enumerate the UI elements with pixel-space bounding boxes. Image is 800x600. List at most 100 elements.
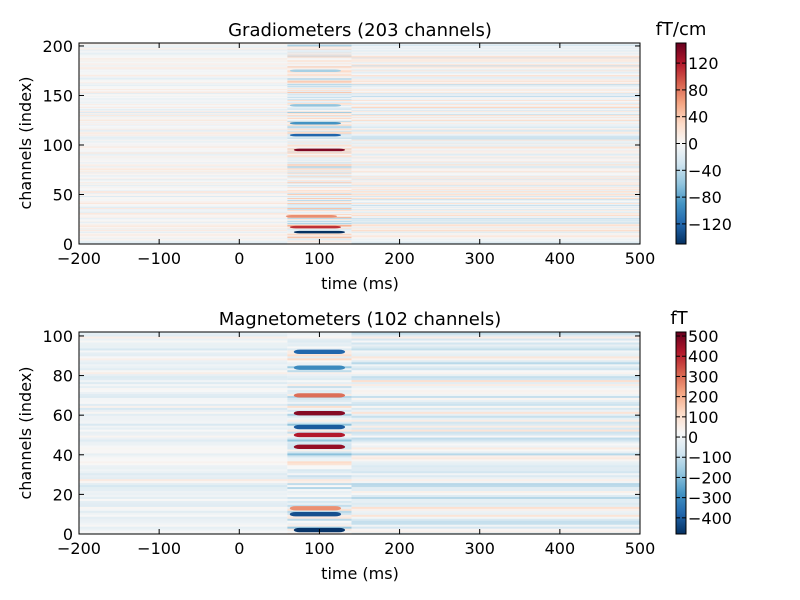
heatmap-cell [351, 508, 640, 511]
heatmap-cell [287, 448, 352, 452]
heatmap-cell [287, 234, 352, 236]
heatmap-cell [287, 88, 352, 91]
heatmap-cell [287, 201, 352, 204]
heatmap-cell [79, 65, 288, 68]
heatmap-cell [351, 395, 640, 398]
heatmap-cell [351, 102, 640, 104]
heatmap-cell [351, 168, 640, 171]
heatmap-cell [79, 522, 288, 525]
x-axis: −200 −100 0 100 200 300 400 500 [57, 43, 655, 268]
colorbar-tick-label: 40 [688, 108, 708, 127]
heatmap-cell [351, 143, 640, 146]
heatmap-cell [287, 106, 352, 108]
heatmap-cell [351, 365, 640, 369]
heatmap-cell [79, 120, 288, 122]
heatmap-cell [79, 90, 288, 93]
heatmap-cell [351, 84, 640, 87]
heatmap-cell [79, 333, 288, 337]
heatmap-cell [287, 526, 352, 529]
heatmap-cell [287, 518, 352, 521]
heatmap-cell [351, 202, 640, 205]
heatmap-cell [351, 60, 640, 63]
heatmap-cell [79, 228, 288, 230]
y-tick-label: 80 [53, 367, 73, 386]
heatmap-cell [287, 126, 352, 128]
colorbar-tick-label: 120 [688, 54, 719, 73]
heatmap-cell [351, 389, 640, 393]
heatmap-cell [79, 77, 288, 80]
heatmap-cell [351, 136, 640, 138]
heatmap-cell [79, 150, 288, 153]
heatmap-cell [351, 161, 640, 164]
heatmap-cell [79, 75, 288, 78]
heatmap-cell [287, 180, 352, 183]
heatmap-feature [293, 349, 346, 354]
heatmap-cell [79, 219, 288, 221]
x-axis: −200 −100 0 100 200 300 400 500 [57, 332, 655, 558]
heatmap-cell [351, 510, 640, 513]
heatmap-cell [351, 171, 640, 174]
heatmap-cell [79, 373, 288, 377]
heatmap-cell [287, 85, 352, 88]
colorbar-tick-label: −120 [688, 215, 732, 234]
heatmap-cell [79, 197, 288, 200]
heatmap-cell [351, 436, 640, 440]
heatmap-cell [351, 56, 640, 59]
heatmap-cell [351, 118, 640, 120]
heatmap-cell [351, 59, 640, 62]
heatmap-cell [287, 484, 352, 488]
heatmap-cell [351, 149, 640, 152]
heatmap-cell [79, 139, 288, 141]
heatmap-cell [351, 148, 640, 151]
heatmap-cell [351, 369, 640, 373]
heatmap-cell [351, 241, 640, 243]
heatmap-cell [79, 185, 288, 188]
heatmap-cell [351, 409, 640, 412]
heatmap-cell [351, 58, 640, 61]
heatmap-cell [287, 140, 352, 142]
heatmap-cell [351, 157, 640, 160]
x-tick-label: 0 [234, 249, 244, 268]
heatmap-cell [287, 480, 352, 484]
heatmap-cell [79, 520, 288, 523]
y-tick-label: 0 [63, 235, 73, 254]
heatmap-cell [287, 98, 352, 101]
heatmap-cell [351, 204, 640, 206]
heatmap-cell [287, 220, 352, 222]
heatmap-cell [351, 335, 640, 339]
heatmap-cell [351, 240, 640, 242]
heatmap-cell [351, 415, 640, 418]
heatmap-cell [79, 486, 288, 490]
heatmap-cell [351, 78, 640, 81]
heatmap-cell [351, 176, 640, 179]
heatmap-cell [287, 217, 352, 219]
heatmap-cell [351, 357, 640, 361]
heatmap-cell [287, 93, 352, 96]
heatmap-cell [351, 192, 640, 195]
heatmap-cell [351, 70, 640, 73]
heatmap-cell [351, 142, 640, 144]
heatmap-cell [79, 88, 288, 91]
heatmap-cell [79, 464, 288, 468]
heatmap-cell [287, 96, 352, 99]
heatmap-cell [351, 177, 640, 180]
heatmap-cell [287, 153, 352, 156]
heatmap-cell [79, 195, 288, 198]
heatmap-cell [79, 60, 288, 63]
heatmap-cell [79, 393, 288, 396]
heatmap-cell [287, 109, 352, 111]
heatmap-cell [79, 227, 288, 229]
heatmap-cell [287, 438, 352, 442]
heatmap-cell [79, 230, 288, 232]
heatmap-cell [287, 490, 352, 494]
heatmap-cell [287, 373, 352, 377]
heatmap-cell [287, 347, 352, 351]
heatmap-cell [351, 217, 640, 219]
heatmap-cell [287, 442, 352, 446]
heatmap-cell [287, 235, 352, 237]
heatmap-cell [351, 199, 640, 202]
heatmap-cell [351, 85, 640, 88]
heatmap-cell [79, 237, 288, 239]
heatmap-cell [287, 77, 352, 80]
